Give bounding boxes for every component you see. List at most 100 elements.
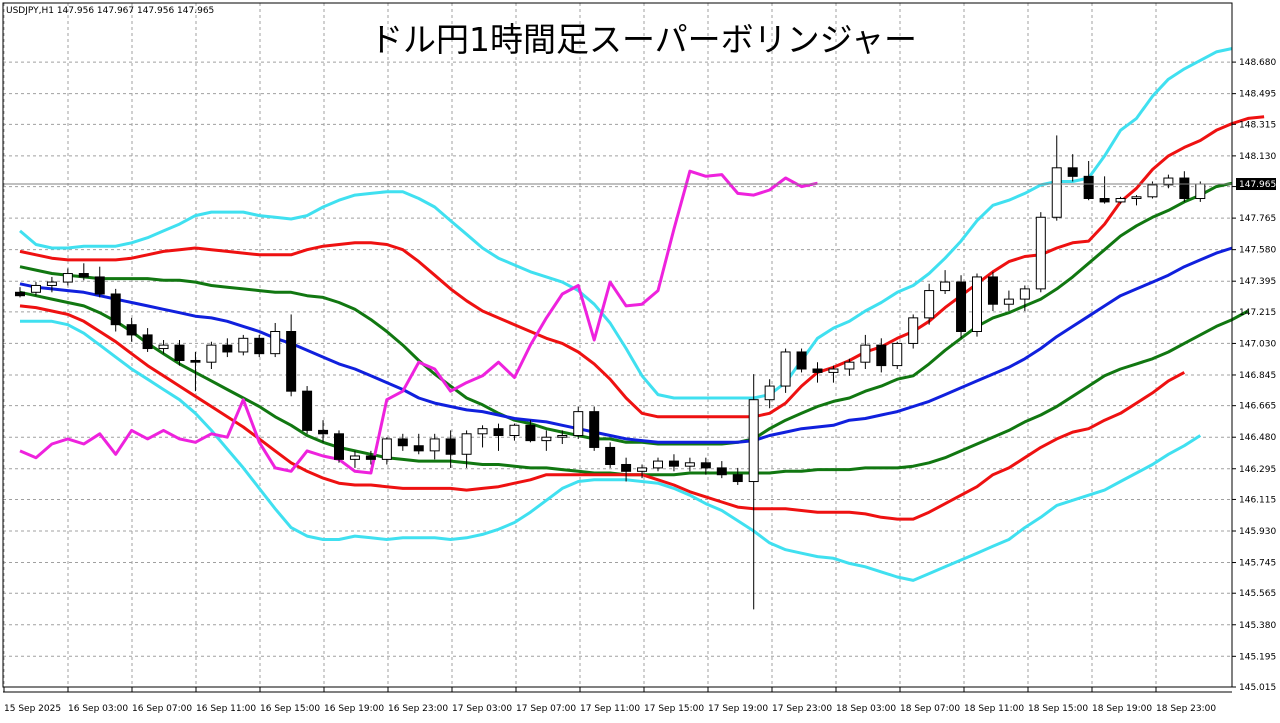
candle-body-down <box>668 460 679 467</box>
candle-body-down <box>1179 177 1190 200</box>
y-tick-label: 145.015 <box>1239 683 1276 693</box>
y-tick-label: 147.765 <box>1239 214 1276 224</box>
x-tick-label: 18 Sep 23:00 <box>1156 704 1216 714</box>
y-tick-label: 148.495 <box>1239 90 1276 100</box>
candle-body-up <box>381 438 392 460</box>
x-tick-label: 16 Sep 03:00 <box>68 704 128 714</box>
candle-body-down <box>589 411 600 448</box>
y-tick-label: 145.930 <box>1239 527 1276 537</box>
candle-body-up <box>1019 288 1030 300</box>
candle-body-up <box>509 424 520 437</box>
series-minus1sigma <box>19 290 1249 477</box>
candle-body-down <box>302 390 313 431</box>
y-tick-label: 146.845 <box>1239 371 1276 381</box>
x-tick-label: 16 Sep 15:00 <box>260 704 320 714</box>
candle-body-down <box>174 344 185 361</box>
candle-body-down <box>700 462 711 469</box>
series-plus1sigma <box>19 181 1233 446</box>
candle-body-up <box>1147 184 1158 198</box>
series-minus2sigma <box>19 304 1186 521</box>
candle-body-down <box>621 463 632 472</box>
x-tick-label: 16 Sep 11:00 <box>196 704 256 714</box>
candle-body-up <box>653 460 663 469</box>
candle-body-up <box>748 399 759 483</box>
candle-body-up <box>206 344 217 363</box>
candle-body-up <box>1115 198 1126 203</box>
candle-body-up <box>461 433 472 455</box>
current-price-label: 147.965 <box>1239 180 1276 190</box>
candle-body-down <box>222 344 233 353</box>
y-tick-label: 146.115 <box>1239 495 1276 505</box>
x-tick-label: 17 Sep 23:00 <box>772 704 832 714</box>
candle-body-down <box>812 368 823 373</box>
y-tick-label: 146.665 <box>1239 402 1276 412</box>
y-tick-label: 146.480 <box>1239 433 1276 443</box>
candle-body-down <box>987 276 998 305</box>
candle-body-up <box>764 385 775 401</box>
y-tick-label: 145.565 <box>1239 589 1276 599</box>
y-tick-label: 146.295 <box>1239 465 1276 475</box>
candle-body-down <box>1099 198 1110 203</box>
candle-body-down <box>142 334 153 350</box>
y-tick-label: 145.745 <box>1239 559 1276 569</box>
candle-body-down <box>605 446 616 465</box>
y-tick-label: 147.580 <box>1239 246 1276 256</box>
candle-body-up <box>1131 196 1142 200</box>
candle-body-up <box>1035 216 1046 290</box>
candle-body-down <box>334 433 344 460</box>
candle-body-down <box>716 467 727 476</box>
candle-body-up <box>557 435 568 438</box>
series-minus3sigma <box>20 319 1202 582</box>
y-tick-label: 148.315 <box>1239 120 1276 130</box>
candle-body-up <box>637 467 648 472</box>
candle-body-up <box>30 284 41 293</box>
candle-body-up <box>892 342 903 367</box>
series-plus2sigma <box>19 115 1265 419</box>
candle-body-up <box>1003 298 1014 305</box>
candle-body-down <box>94 276 105 295</box>
series-middle <box>19 246 1233 444</box>
y-tick-label: 147.215 <box>1239 308 1276 318</box>
candle-body-down <box>15 291 25 297</box>
x-tick-label: 18 Sep 03:00 <box>836 704 896 714</box>
candle-body-up <box>908 317 919 344</box>
y-tick-label: 147.395 <box>1239 277 1276 287</box>
x-tick-label: 17 Sep 03:00 <box>452 704 512 714</box>
candle-body-down <box>1083 175 1094 200</box>
candle-body-up <box>429 438 440 452</box>
candle-body-up <box>270 330 281 355</box>
candle-body-up <box>158 344 169 350</box>
candle-body-up <box>46 281 57 286</box>
candle-body-up <box>238 337 249 353</box>
series-plus3sigma <box>19 47 1233 400</box>
candle-body-down <box>318 429 329 435</box>
x-tick-label: 18 Sep 19:00 <box>1092 704 1152 714</box>
candle-body-up <box>684 462 695 467</box>
x-tick-label: 17 Sep 19:00 <box>708 704 768 714</box>
candles <box>15 135 1206 610</box>
y-tick-label: 148.680 <box>1239 58 1276 68</box>
x-tick-label: 15 Sep 2025 <box>4 704 61 714</box>
x-tick-label: 16 Sep 23:00 <box>388 704 448 714</box>
candle-body-down <box>956 281 967 332</box>
y-tick-label: 148.130 <box>1239 152 1276 162</box>
x-axis: 15 Sep 2025 16 Sep 03:00 16 Sep 07:00 16 Se… <box>3 687 1216 714</box>
candle-body-down <box>110 293 121 326</box>
candle-body-down <box>525 424 536 442</box>
candle-body-up <box>844 361 855 370</box>
y-axis: 148.680148.495148.315148.130147.950147.7… <box>1232 58 1276 693</box>
current-price-marker: 147.965 <box>1236 178 1276 191</box>
chart-title: ドル円1時間足スーパーボリンジャー <box>370 20 917 59</box>
x-tick-label: 18 Sep 15:00 <box>1028 704 1088 714</box>
candle-body-up <box>349 455 360 460</box>
x-tick-label: 18 Sep 07:00 <box>900 704 960 714</box>
candle-body-up <box>1163 177 1174 186</box>
candle-body-up <box>477 428 488 435</box>
x-tick-label: 17 Sep 11:00 <box>580 704 640 714</box>
candle-body-up <box>828 368 839 373</box>
candle-body-down <box>493 428 504 437</box>
series-chikou <box>19 169 818 475</box>
plot-border <box>2 2 1233 688</box>
